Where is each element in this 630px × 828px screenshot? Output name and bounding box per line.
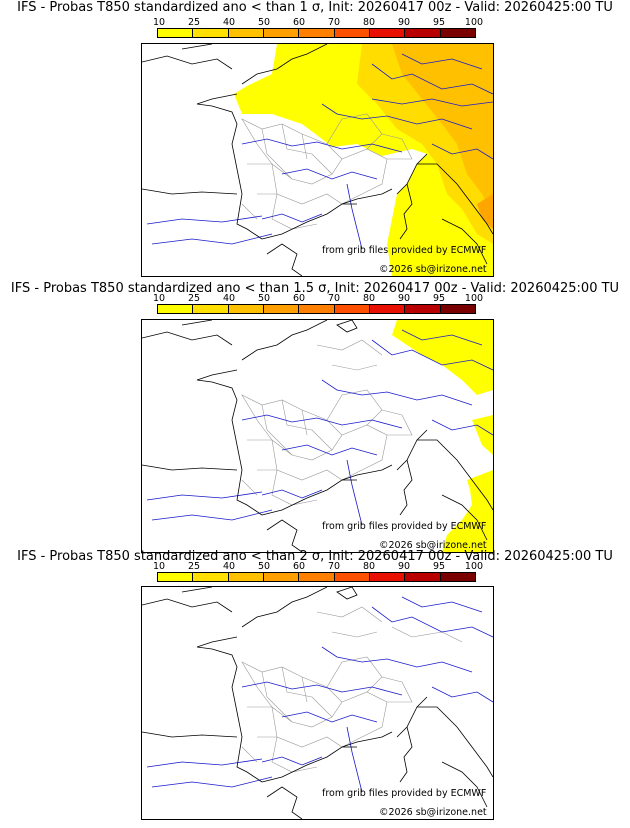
- panel-title: IFS - Probas T850 standardized ano < tha…: [10, 281, 620, 296]
- data-credit: from grib files provided by ECMWF: [322, 245, 487, 256]
- prob-area-yellow: [472, 415, 493, 455]
- colorbar-tick: 50: [257, 17, 271, 28]
- colorbar-labels: 10 25 40 50 60 70 80 90 95 100: [142, 561, 512, 572]
- colorbar-segment: [405, 305, 441, 313]
- colorbar-segment: [228, 573, 264, 581]
- colorbar-tick: 60: [292, 293, 306, 304]
- map-svg: [142, 587, 493, 819]
- admin-borders: [241, 113, 413, 230]
- colorbar-segment: [334, 573, 370, 581]
- data-credit: from grib files provided by ECMWF: [322, 788, 487, 799]
- prob-area-yellow: [392, 320, 493, 395]
- colorbar-segment: [263, 573, 300, 581]
- probability-fill: [392, 320, 493, 552]
- colorbar: [157, 304, 476, 314]
- colorbar-tick: 10: [152, 293, 166, 304]
- copyright-note: ©2026 sb@irizone.net: [379, 807, 487, 818]
- colorbar: [157, 572, 476, 582]
- admin-borders: [241, 606, 463, 773]
- colorbar-segment: [405, 29, 441, 37]
- colorbar-segment: [369, 573, 406, 581]
- colorbar-segment: [263, 29, 300, 37]
- colorbar: [157, 28, 476, 38]
- colorbar-tick: 70: [327, 293, 341, 304]
- colorbar-tick: 25: [187, 561, 201, 572]
- colorbar-tick: 40: [222, 17, 236, 28]
- map-panel-2: IFS - Probas T850 standardized ano < tha…: [0, 276, 630, 553]
- colorbar-tick: 40: [222, 561, 236, 572]
- map-svg: [142, 44, 493, 276]
- colorbar-segment: [334, 29, 370, 37]
- map-panel-3: IFS - Probas T850 standardized ano < tha…: [0, 549, 630, 828]
- colorbar-tick: 70: [327, 17, 341, 28]
- probability-map: from grib files provided by ECMWF ©2026 …: [141, 319, 494, 553]
- colorbar-segment: [440, 305, 475, 313]
- colorbar-tick: 25: [187, 17, 201, 28]
- copyright-note: ©2026 sb@irizone.net: [379, 264, 487, 275]
- colorbar-segment: [334, 305, 370, 313]
- colorbar-segment: [299, 573, 335, 581]
- coastlines: [142, 587, 493, 819]
- colorbar-segment: [228, 29, 264, 37]
- colorbar-tick: 80: [362, 561, 376, 572]
- map-svg: [142, 320, 493, 552]
- colorbar-segment: [299, 305, 335, 313]
- colorbar-tick: 95: [432, 17, 446, 28]
- colorbar-tick: 95: [432, 293, 446, 304]
- prob-area-orange: [392, 44, 493, 214]
- coastlines: [142, 44, 493, 276]
- colorbar-tick: 90: [397, 561, 411, 572]
- colorbar-tick: 90: [397, 293, 411, 304]
- colorbar-tick: 100: [464, 293, 484, 304]
- colorbar-segment: [228, 305, 264, 313]
- colorbar-tick: 80: [362, 17, 376, 28]
- colorbar-segment: [193, 573, 229, 581]
- colorbar-segment: [299, 29, 335, 37]
- colorbar-tick: 50: [257, 561, 271, 572]
- colorbar-segment: [193, 29, 229, 37]
- rivers: [146, 596, 493, 793]
- colorbar-segment: [369, 29, 406, 37]
- probability-map: from grib files provided by ECMWF ©2026 …: [141, 43, 494, 277]
- colorbar-tick: 10: [152, 561, 166, 572]
- colorbar-tick: 80: [362, 293, 376, 304]
- colorbar-tick: 60: [292, 561, 306, 572]
- colorbar-tick: 95: [432, 561, 446, 572]
- colorbar-segment: [405, 573, 441, 581]
- colorbar-segment: [263, 305, 300, 313]
- colorbar-segment: [193, 305, 229, 313]
- data-credit: from grib files provided by ECMWF: [322, 521, 487, 532]
- colorbar-segment: [440, 29, 475, 37]
- admin-borders: [241, 339, 413, 506]
- colorbar-tick: 100: [464, 17, 484, 28]
- colorbar-tick: 60: [292, 17, 306, 28]
- colorbar-tick: 40: [222, 293, 236, 304]
- colorbar-segment: [369, 305, 406, 313]
- colorbar-tick: 50: [257, 293, 271, 304]
- colorbar-tick: 100: [464, 561, 484, 572]
- colorbar-segment: [440, 573, 475, 581]
- panel-title: IFS - Probas T850 standardized ano < tha…: [17, 0, 613, 15]
- coastlines: [142, 320, 493, 552]
- rivers: [146, 329, 493, 526]
- colorbar-tick: 25: [187, 293, 201, 304]
- colorbar-tick: 70: [327, 561, 341, 572]
- colorbar-segment: [158, 29, 194, 37]
- probability-fill: [234, 44, 493, 276]
- panel-title: IFS - Probas T850 standardized ano < tha…: [17, 549, 613, 564]
- copyright-note: ©2026 sb@irizone.net: [379, 540, 487, 551]
- colorbar-tick: 10: [152, 17, 166, 28]
- colorbar-segment: [158, 573, 194, 581]
- rivers: [146, 53, 493, 250]
- prob-area-dark-orange: [477, 194, 493, 229]
- colorbar-labels: 10 25 40 50 60 70 80 90 95 100: [142, 17, 512, 28]
- colorbar-segment: [158, 305, 194, 313]
- probability-map: from grib files provided by ECMWF ©2026 …: [141, 586, 494, 820]
- colorbar-tick: 90: [397, 17, 411, 28]
- map-panel-1: IFS - Probas T850 standardized ano < tha…: [0, 0, 630, 277]
- colorbar-labels: 10 25 40 50 60 70 80 90 95 100: [142, 293, 512, 304]
